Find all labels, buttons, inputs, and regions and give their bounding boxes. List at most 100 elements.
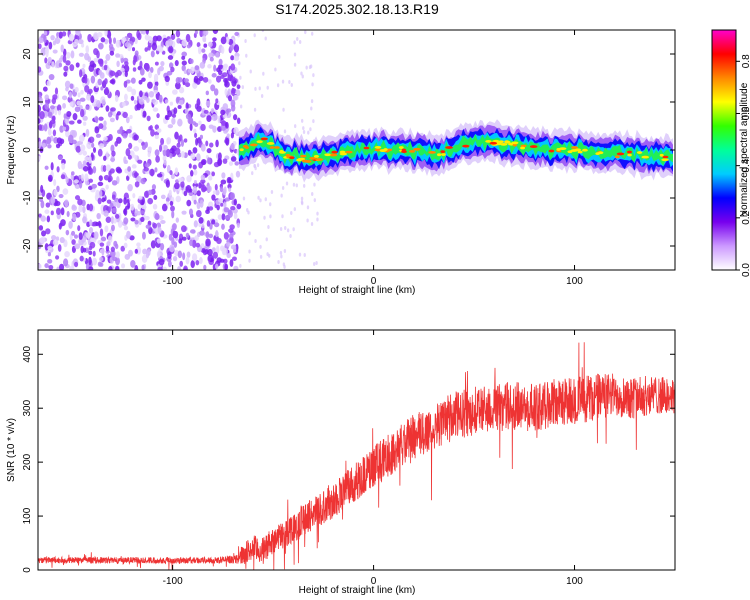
noise-speck <box>313 182 316 187</box>
noise-speck <box>195 259 200 266</box>
noise-speck <box>143 95 148 101</box>
noise-speck <box>92 257 98 266</box>
noise-speck <box>269 214 272 219</box>
noise-speck <box>77 198 83 206</box>
signal-peak <box>570 149 578 152</box>
noise-speck <box>223 201 227 209</box>
noise-speck <box>52 40 56 46</box>
noise-speck <box>68 220 73 229</box>
signal-peak <box>500 142 508 146</box>
noise-speck <box>204 248 209 255</box>
noise-speck <box>164 99 169 104</box>
spectrogram-xlabel: Height of straight line (km) <box>299 285 416 296</box>
noise-speck <box>53 179 57 186</box>
noise-speck <box>206 157 211 165</box>
noise-speck <box>149 66 154 74</box>
noise-speck <box>164 75 170 83</box>
noise-speck <box>191 253 198 262</box>
noise-speck <box>148 90 155 98</box>
noise-speck <box>178 238 183 244</box>
noise-speck <box>215 189 220 196</box>
noise-speck <box>51 234 57 241</box>
noise-speck <box>114 72 120 78</box>
noise-speck <box>48 41 53 50</box>
noise-speck <box>185 256 190 265</box>
noise-speck <box>208 233 214 239</box>
noise-speck <box>229 44 234 51</box>
signal-peak <box>662 155 669 159</box>
noise-speck <box>109 79 115 84</box>
signal-band <box>238 119 673 183</box>
noise-speck <box>248 258 251 263</box>
noise-speck <box>302 130 306 135</box>
noise-speck <box>50 196 56 205</box>
signal-peak <box>330 153 338 157</box>
noise-speck <box>127 166 131 172</box>
noise-speck <box>86 141 93 150</box>
noise-speck <box>63 65 69 72</box>
noise-speck <box>66 111 72 117</box>
noise-speck <box>77 119 82 124</box>
noise-speck <box>281 214 284 219</box>
noise-speck <box>120 245 125 252</box>
noise-speck <box>253 107 257 112</box>
noise-speck <box>144 215 150 221</box>
noise-speck <box>226 252 231 259</box>
signal-peak <box>441 153 446 156</box>
y-tick-label: 400 <box>22 345 33 362</box>
noise-speck <box>115 53 121 58</box>
noise-speck <box>105 245 110 252</box>
noise-speck <box>97 220 101 227</box>
noise-speck <box>175 30 181 38</box>
noise-speck <box>167 124 174 129</box>
noise-speck <box>38 118 41 124</box>
noise-speck <box>218 198 224 203</box>
signal-peak <box>559 147 567 151</box>
noise-speck <box>230 143 236 150</box>
noise-speck <box>283 264 286 269</box>
noise-speck <box>45 62 51 70</box>
noise-speck <box>196 209 202 218</box>
noise-speck <box>199 134 204 140</box>
noise-speck <box>283 249 287 254</box>
noise-speck <box>152 203 158 210</box>
noise-speck <box>149 168 155 177</box>
noise-speck <box>98 42 104 50</box>
noise-speck <box>228 187 232 192</box>
noise-speck <box>194 132 198 139</box>
noise-speck <box>145 250 150 259</box>
noise-speck <box>189 123 193 131</box>
noise-speck <box>179 260 184 267</box>
noise-speck <box>62 54 67 63</box>
noise-speck <box>170 66 175 73</box>
noise-speck <box>125 205 130 210</box>
noise-speck <box>71 239 76 245</box>
noise-speck <box>133 99 137 105</box>
noise-speck <box>145 62 150 70</box>
noise-speck <box>207 64 212 69</box>
noise-speck <box>189 188 193 193</box>
noise-speck <box>79 97 86 102</box>
noise-speck <box>192 81 198 90</box>
noise-speck <box>223 207 230 213</box>
signal-peak <box>659 153 664 157</box>
noise-speck <box>88 250 93 255</box>
noise-speck <box>40 184 44 193</box>
noise-speck <box>248 231 251 236</box>
noise-speck <box>253 33 256 38</box>
noise-speck <box>78 232 83 240</box>
noise-speck <box>188 163 192 169</box>
noise-speck <box>216 204 220 211</box>
noise-speck <box>174 182 180 190</box>
x-tick-label: -100 <box>163 576 183 587</box>
noise-speck <box>289 233 292 238</box>
noise-speck <box>68 33 74 42</box>
noise-speck <box>175 195 181 203</box>
signal-peak <box>512 143 518 147</box>
noise-speck <box>160 61 165 67</box>
noise-speck <box>59 263 65 270</box>
noise-speck <box>84 173 89 182</box>
noise-speck <box>154 134 159 140</box>
noise-speck <box>141 264 145 270</box>
noise-speck <box>57 109 62 116</box>
